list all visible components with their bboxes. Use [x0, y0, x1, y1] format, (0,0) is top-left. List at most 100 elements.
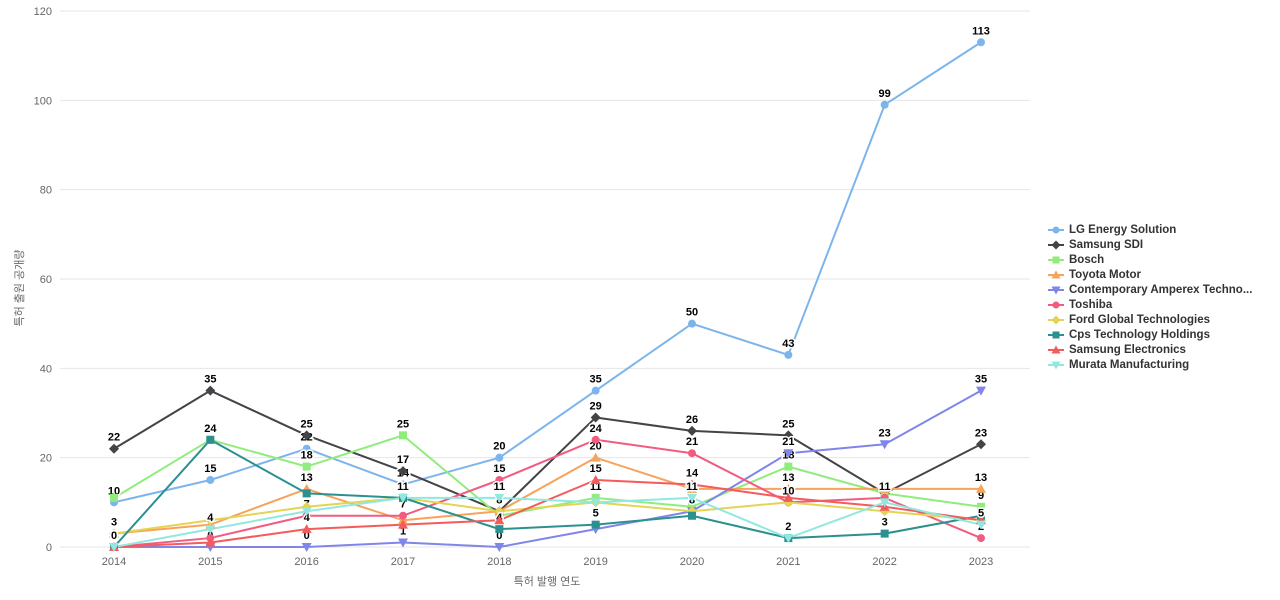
data-label: 4 [304, 512, 311, 524]
data-point[interactable] [976, 386, 986, 396]
data-point[interactable] [399, 431, 407, 440]
data-point[interactable] [301, 507, 312, 517]
data-point[interactable] [687, 479, 697, 489]
data-point[interactable] [977, 534, 985, 543]
legend-marker-icon [1048, 226, 1064, 233]
data-point[interactable] [590, 475, 601, 484]
data-point[interactable] [495, 476, 504, 484]
data-point[interactable] [976, 439, 986, 450]
data-point[interactable] [688, 511, 696, 520]
data-point[interactable] [301, 543, 312, 552]
data-point[interactable] [109, 443, 119, 454]
data-point[interactable] [783, 534, 794, 544]
data-point[interactable] [784, 462, 793, 471]
data-point[interactable] [398, 493, 408, 503]
data-label: 35 [975, 374, 987, 386]
data-point[interactable] [494, 506, 505, 517]
legend-marker-icon [1048, 331, 1064, 338]
data-point[interactable] [302, 489, 311, 498]
data-point[interactable] [879, 498, 890, 508]
data-label: 35 [590, 374, 602, 386]
data-point[interactable] [494, 493, 505, 503]
series-line-1 [113, 389, 982, 513]
data-point[interactable] [398, 538, 408, 548]
data-point[interactable] [301, 524, 312, 534]
legend-item-2[interactable]: Bosch [1048, 252, 1252, 267]
legend-marker-icon [1048, 240, 1064, 249]
data-point[interactable] [109, 543, 119, 552]
data-point[interactable] [110, 493, 118, 502]
data-label: 22 [108, 432, 120, 444]
data-point[interactable] [590, 498, 601, 508]
data-point[interactable] [494, 543, 505, 552]
legend-label: Bosch [1069, 253, 1105, 266]
legend-item-9[interactable]: Murata Manufacturing [1048, 357, 1252, 372]
data-point[interactable] [399, 480, 407, 489]
x-tick-label: 2014 [102, 556, 126, 568]
data-point[interactable] [591, 386, 600, 395]
data-label: 0 [111, 530, 117, 542]
data-point[interactable] [976, 520, 986, 530]
data-point[interactable] [206, 435, 215, 444]
data-point[interactable] [494, 515, 505, 525]
data-point[interactable] [688, 319, 696, 328]
legend-item-6[interactable]: Ford Global Technologies [1048, 312, 1252, 327]
data-point[interactable] [591, 435, 600, 444]
data-point[interactable] [783, 483, 794, 493]
data-point[interactable] [398, 519, 408, 529]
data-point[interactable] [302, 462, 311, 471]
data-point[interactable] [977, 38, 985, 47]
y-tick-label: 20 [40, 453, 52, 465]
data-point[interactable] [302, 444, 311, 453]
data-point[interactable] [205, 537, 216, 547]
series-line-0 [113, 41, 982, 504]
data-point[interactable] [205, 385, 216, 396]
data-point[interactable] [205, 525, 216, 535]
data-point[interactable] [783, 449, 794, 459]
data-point[interactable] [301, 430, 312, 441]
data-label: 11 [494, 481, 506, 493]
legend-item-7[interactable]: Cps Technology Holdings [1048, 327, 1252, 342]
data-point[interactable] [590, 412, 601, 423]
legend-item-5[interactable]: Toshiba [1048, 297, 1252, 312]
data-point[interactable] [977, 502, 985, 511]
data-point[interactable] [399, 511, 407, 520]
data-point[interactable] [687, 425, 697, 436]
data-point[interactable] [590, 452, 601, 462]
data-label: 23 [975, 427, 987, 439]
legend-item-1[interactable]: Samsung SDI [1048, 237, 1252, 252]
y-tick-label: 120 [34, 6, 52, 18]
data-point[interactable] [880, 100, 889, 109]
data-point[interactable] [495, 453, 504, 462]
x-tick-label: 2021 [776, 556, 800, 568]
legend-item-0[interactable]: LG Energy Solution [1048, 222, 1252, 237]
data-point[interactable] [206, 476, 215, 484]
data-point[interactable] [205, 515, 216, 526]
data-point[interactable] [109, 528, 119, 539]
data-point[interactable] [976, 483, 986, 493]
data-point[interactable] [879, 483, 890, 493]
data-point[interactable] [495, 525, 504, 534]
data-label: 14 [686, 467, 699, 479]
data-point[interactable] [880, 529, 889, 538]
data-point[interactable] [591, 520, 600, 529]
data-point[interactable] [687, 493, 697, 503]
legend-item-8[interactable]: Samsung Electronics [1048, 342, 1252, 357]
legend-item-4[interactable]: Contemporary Amperex Techno... [1048, 282, 1252, 297]
legend-marker-icon [1048, 345, 1064, 353]
data-label: 43 [782, 338, 794, 350]
legend-marker-icon [1048, 256, 1064, 263]
legend-item-3[interactable]: Toyota Motor [1048, 267, 1252, 282]
data-point[interactable] [879, 440, 890, 450]
x-tick-label: 2023 [969, 556, 993, 568]
data-point[interactable] [784, 350, 793, 359]
data-point[interactable] [783, 492, 794, 502]
series-line-9 [113, 496, 982, 548]
data-point[interactable] [398, 466, 408, 477]
data-point[interactable] [880, 489, 889, 498]
data-point[interactable] [783, 430, 794, 441]
data-label: 35 [204, 374, 216, 386]
y-tick-label: 100 [34, 95, 52, 107]
data-point[interactable] [688, 449, 696, 458]
